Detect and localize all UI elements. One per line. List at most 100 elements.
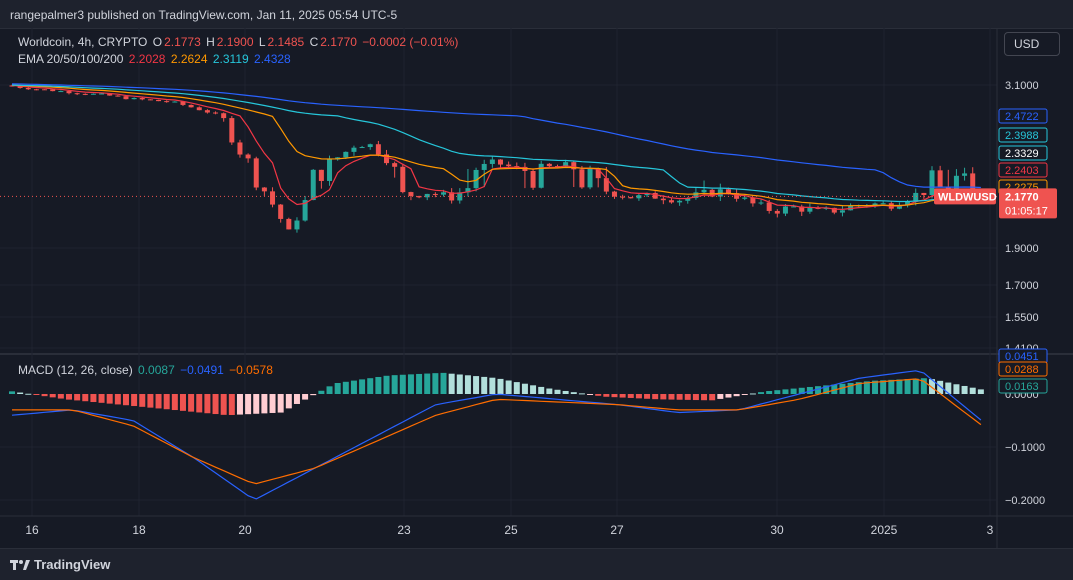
macd-hist-bar (855, 382, 862, 394)
chart-area[interactable]: 3.1000 2.4722 2.3988 2.3329 2.2403 2.2275 1.90… (0, 28, 1073, 548)
macd-hist-bar (627, 394, 634, 398)
macd-hist-bar (513, 382, 520, 394)
candle-body (229, 118, 235, 143)
low-label: L (258, 35, 266, 49)
candle-body (196, 107, 202, 111)
macd-hist-bar (546, 388, 553, 394)
candle-body (424, 193, 430, 198)
macd-hist-bar (171, 394, 178, 411)
candle-body (449, 192, 455, 201)
macd-hist-bar (644, 394, 651, 399)
macd-hist-value: 0.0087 (138, 363, 175, 377)
close-value: 2.1770 (320, 35, 357, 49)
candle-body (318, 169, 324, 181)
macd-hist-bar (562, 390, 569, 394)
price-tag-box (998, 127, 1048, 143)
macd-hist-bar (717, 394, 724, 399)
candle-body (742, 197, 748, 199)
low-value: 2.1485 (267, 35, 305, 49)
macd-hist-bar (652, 394, 659, 400)
candle-body (302, 200, 308, 221)
candle-body (327, 159, 333, 181)
candle-body (685, 198, 691, 201)
macd-hist-bar (880, 380, 887, 394)
macd-hist-bar (831, 384, 838, 394)
candle-body (139, 97, 145, 100)
candle-body (644, 192, 650, 196)
macd-hist-bar (578, 393, 585, 395)
candle-body (82, 93, 88, 95)
macd-hist-bar (538, 386, 545, 394)
macd-hist-bar (212, 394, 219, 415)
macd-hist-bar (416, 373, 423, 394)
candle-body (677, 200, 683, 203)
footer: TradingView (0, 548, 1073, 580)
macd-hist-bar (847, 382, 854, 394)
macd-tag: 0.0288 (1005, 364, 1039, 376)
candle-body (99, 93, 105, 95)
macd-hist-bar (114, 394, 121, 405)
ema100-value: 2.3119 (212, 52, 249, 66)
macd-hist-bar (65, 394, 72, 400)
macd-hist-bar (359, 379, 366, 394)
macd-hist-bar (139, 394, 146, 407)
top-bar: rangepalmer3 published on TradingView.co… (0, 0, 1073, 29)
candle-body (506, 164, 512, 167)
candle-body (611, 191, 617, 197)
candle-body (261, 187, 267, 192)
candle-body (905, 201, 911, 206)
macd-hist-bar (733, 394, 740, 397)
macd-hist-bar (660, 394, 667, 400)
macd-hist-bar (815, 386, 822, 394)
candle-body (782, 206, 788, 214)
time-axis-tick: 20 (238, 523, 252, 537)
macd-hist-bar (725, 394, 732, 398)
price-chart[interactable]: 3.10002.47222.39882.33292.24032.22751.90… (0, 28, 1073, 548)
candle-body (107, 93, 113, 96)
time-axis-tick: 16 (25, 523, 39, 537)
current-price-label: 2.1770 (1005, 191, 1039, 203)
macd-hist-bar (261, 394, 268, 414)
macd-hist-bar (399, 374, 406, 394)
candle-body (131, 97, 137, 100)
candle-body (839, 210, 845, 213)
candle-body (180, 101, 186, 105)
tradingview-brand[interactable]: TradingView (10, 557, 110, 572)
time-axis-tick: 3 (987, 523, 994, 537)
symbol-tag-box (934, 188, 996, 205)
macd-hist-bar (367, 378, 374, 394)
macd-hist-bar (269, 394, 276, 413)
macd-hist-bar (106, 394, 113, 404)
macd-hist-bar (692, 394, 699, 401)
candle-body (147, 99, 153, 101)
macd-hist-bar (684, 394, 691, 400)
candle-body (815, 207, 821, 209)
macd-hist-bar (375, 376, 382, 394)
macd-hist-bar (98, 394, 105, 403)
macd-hist-bar (334, 382, 341, 394)
candle-body (74, 93, 80, 95)
candle-body (750, 197, 756, 204)
macd-hist-bar (155, 394, 162, 409)
macd-hist-bar (90, 394, 97, 403)
macd-hist-bar (774, 390, 781, 394)
candle-body (620, 196, 626, 198)
macd-hist-bar (896, 379, 903, 394)
macd-hist-bar (131, 394, 138, 407)
candle-body (351, 147, 357, 152)
candle-body (563, 162, 569, 167)
candle-body (245, 154, 251, 159)
macd-hist-bar (595, 394, 602, 396)
macd-hist-bar (25, 393, 32, 395)
macd-hist-bar (293, 394, 300, 404)
candle-body (709, 189, 715, 197)
macd-hist-bar (285, 394, 292, 409)
candle-body (123, 96, 129, 100)
macd-hist-bar (383, 375, 390, 394)
macd-hist-bar (342, 381, 349, 394)
candle-body (668, 200, 674, 203)
candle-body (880, 203, 886, 205)
currency-button[interactable]: USD (1004, 32, 1060, 56)
candle-body (489, 159, 495, 164)
